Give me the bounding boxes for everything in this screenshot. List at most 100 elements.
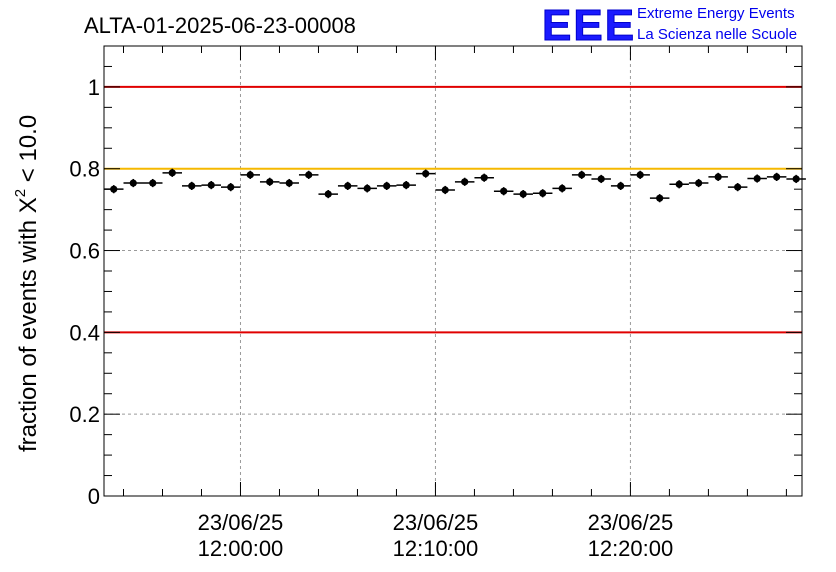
data-point-marker: [578, 171, 586, 179]
data-point-marker: [441, 186, 449, 194]
data-point-marker: [753, 174, 761, 183]
y-axis: 0 0.2 0.4 0.6 0.8 1: [69, 45, 802, 509]
data-point-marker: [110, 185, 118, 193]
data-point-marker: [149, 179, 157, 187]
data-point-marker: [500, 187, 508, 195]
x-axis: 23/06/2512:00:0023/06/2512:10:0023/06/25…: [122, 46, 787, 561]
data-point-marker: [617, 182, 625, 190]
data-point-13: [357, 184, 377, 193]
eee-logo: EEE Extreme Energy Events La Scienza nel…: [542, 1, 798, 51]
data-point-7: [240, 170, 260, 179]
data-point-8: [259, 177, 280, 186]
data-point-marker: [480, 174, 488, 182]
grid: [104, 46, 802, 496]
y-tick-label: 0.8: [69, 157, 100, 182]
data-point-marker: [461, 178, 469, 186]
data-point-24: [571, 170, 592, 179]
data-point-marker: [402, 181, 410, 189]
reference-lines: [104, 85, 802, 334]
data-point-marker: [227, 183, 235, 191]
data-point-25: [591, 174, 611, 184]
svg-text:fraction of events with X2 < 1: fraction of events with X2 < 10.0: [12, 115, 42, 452]
chart-title: ALTA-01-2025-06-23-00008: [84, 13, 356, 38]
data-point-marker: [285, 179, 293, 187]
y-axis-label-superscript: 2: [12, 189, 29, 197]
x-tick-label-date: 23/06/25: [198, 510, 284, 535]
data-point-6: [220, 183, 241, 192]
data-point-26: [610, 181, 631, 190]
eee-logo-letters: EEE: [542, 1, 636, 50]
data-point-30: [688, 178, 709, 188]
x-tick-label-time: 12:20:00: [588, 536, 674, 561]
data-point-23: [552, 184, 572, 193]
data-point-19: [474, 173, 494, 182]
data-point-17: [435, 185, 455, 195]
plot-border: [103, 45, 803, 497]
data-point-marker: [188, 182, 196, 190]
data-point-27: [630, 170, 650, 179]
data-point-15: [396, 181, 416, 190]
data-point-marker: [246, 171, 254, 179]
data-point-33: [747, 174, 767, 183]
data-point-marker: [129, 179, 137, 187]
data-point-14: [376, 181, 397, 190]
x-tick-label-time: 12:00:00: [198, 536, 284, 561]
y-tick-label: 0.4: [69, 320, 100, 345]
data-point-20: [493, 187, 514, 196]
y-tick-label: 0.2: [69, 402, 100, 427]
data-point-32: [727, 183, 748, 192]
data-point-marker: [734, 183, 742, 191]
data-point-marker: [363, 184, 371, 192]
data-point-marker: [519, 190, 527, 198]
data-point-marker: [558, 184, 566, 192]
plot-frame: [103, 45, 803, 497]
data-points: [104, 168, 806, 203]
data-point-16: [415, 169, 436, 178]
data-point-11: [318, 190, 338, 199]
data-point-12: [337, 181, 358, 190]
y-tick-label: 0.6: [69, 239, 100, 264]
data-point-18: [454, 177, 475, 186]
y-axis-label: fraction of events with X2 < 10.0: [12, 115, 42, 452]
y-tick-label: 0: [88, 484, 100, 509]
data-point-29: [669, 180, 689, 189]
data-point-0: [104, 185, 124, 194]
data-point-marker: [656, 194, 664, 202]
x-tick-label-date: 23/06/25: [393, 510, 479, 535]
x-tick-label-date: 23/06/25: [588, 510, 674, 535]
data-point-22: [532, 189, 553, 198]
eee-logo-line1: Extreme Energy Events: [637, 5, 795, 22]
data-point-9: [279, 178, 299, 188]
data-point-marker: [636, 171, 644, 179]
data-point-3: [162, 168, 182, 177]
y-axis-label-suffix: < 10.0: [15, 115, 42, 189]
data-point-5: [201, 181, 221, 190]
data-point-marker: [695, 179, 703, 187]
data-point-marker: [168, 169, 176, 177]
data-point-marker: [324, 190, 332, 198]
data-point-2: [142, 178, 163, 188]
y-tick-label: 1: [88, 75, 100, 100]
data-point-marker: [792, 175, 800, 183]
y-axis-label-symbol: X: [15, 197, 42, 213]
data-point-34: [766, 172, 787, 181]
data-point-21: [513, 190, 533, 199]
data-point-marker: [305, 171, 313, 179]
data-point-10: [298, 170, 319, 179]
eee-logo-line2: La Scienza nelle Scuole: [637, 26, 797, 43]
data-point-35: [786, 174, 806, 184]
data-point-marker: [597, 175, 605, 183]
data-point-marker: [383, 182, 391, 190]
data-point-marker: [675, 180, 683, 188]
data-point-31: [708, 172, 728, 181]
data-point-marker: [773, 173, 781, 181]
y-axis-label-prefix: fraction of events with: [15, 213, 42, 452]
data-point-marker: [539, 189, 547, 197]
x-tick-label-time: 12:10:00: [393, 536, 479, 561]
data-point-marker: [207, 181, 215, 189]
data-point-4: [181, 181, 202, 190]
data-point-1: [123, 178, 143, 188]
data-point-28: [649, 194, 670, 203]
data-point-marker: [714, 173, 722, 181]
